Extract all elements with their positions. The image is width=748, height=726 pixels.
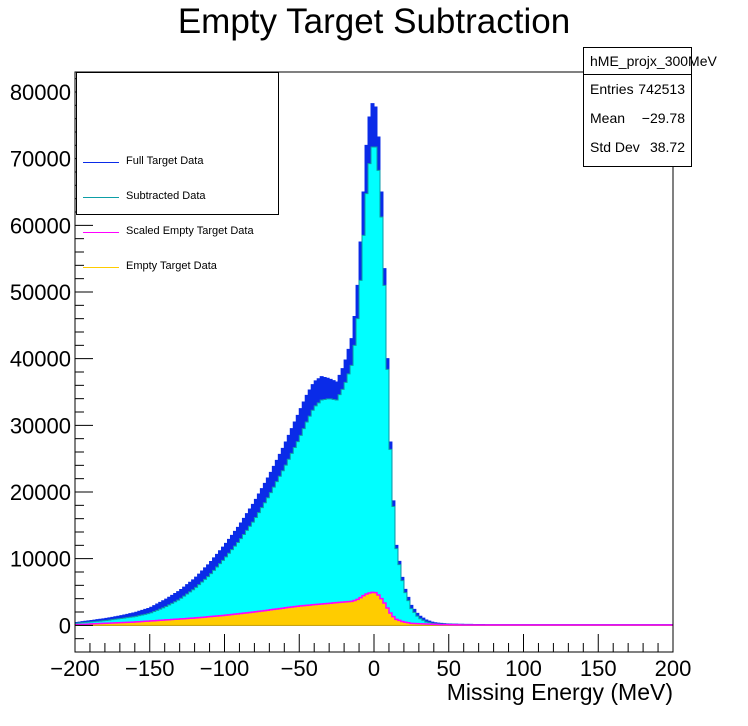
x-tick-label: −150 — [125, 656, 175, 681]
stats-histogram-name: hME_projx_300MeV — [584, 48, 717, 75]
x-tick-label: −100 — [200, 656, 250, 681]
y-tick-label: 10000 — [10, 547, 71, 572]
legend-item-full: Full Target Data — [77, 154, 277, 170]
stats-entries-value: 742513 — [638, 81, 685, 97]
stats-mean-label: Mean — [590, 110, 626, 126]
histogram-fills — [74, 103, 674, 626]
stats-stddev-value: 38.72 — [649, 139, 685, 155]
x-tick-label: 50 — [437, 656, 461, 681]
stats-stddev-label: Std Dev — [590, 139, 640, 155]
subtracted-fill — [74, 146, 674, 626]
x-tick-label: 150 — [580, 656, 617, 681]
legend-item-empty: Empty Target Data — [77, 259, 277, 275]
legend-item-scaled-empty: Scaled Empty Target Data — [77, 224, 277, 240]
y-tick-label: 40000 — [10, 347, 71, 372]
legend-swatch-empty — [83, 267, 119, 268]
scaled-empty-line — [75, 591, 673, 626]
axes: −200 −150 −100 −50 0 50 100 150 200 0 10000 20000 30… — [10, 78, 692, 681]
chart-title: Empty Target Subtraction — [177, 2, 571, 41]
y-tick-label: 50000 — [10, 280, 71, 305]
stats-box: hME_projx_300MeV Entries 742513 Mean −29… — [583, 47, 717, 167]
x-tick-label: −50 — [281, 656, 318, 681]
y-tick-label: 20000 — [10, 480, 71, 505]
x-axis-label: Missing Energy (MeV) — [447, 679, 673, 705]
x-tick-label: 200 — [655, 656, 692, 681]
stats-row-entries: Entries 742513 — [584, 75, 691, 104]
legend-swatch-full — [83, 162, 119, 163]
legend-label-scaled-empty: Scaled Empty Target Data — [126, 225, 254, 237]
stats-row-mean: Mean −29.78 — [584, 104, 691, 133]
stats-entries-label: Entries — [590, 81, 634, 97]
x-tick-label: 0 — [368, 656, 380, 681]
legend-item-subtracted: Subtracted Data — [77, 189, 277, 205]
legend-swatch-subtracted — [83, 197, 119, 198]
y-tick-label: 0 — [59, 613, 71, 638]
legend-label-full: Full Target Data — [126, 155, 204, 167]
stats-mean-value: −29.78 — [641, 110, 685, 126]
y-tick-label: 60000 — [10, 213, 71, 238]
y-tick-label: 80000 — [10, 80, 71, 105]
legend: Full Target Data Subtracted Data Scaled … — [76, 72, 279, 272]
stats-row-stddev: Std Dev 38.72 — [584, 133, 691, 162]
legend-label-subtracted: Subtracted Data — [126, 190, 206, 202]
legend-swatch-scaled-empty — [83, 232, 119, 233]
y-tick-label: 70000 — [10, 147, 71, 172]
x-tick-label: −200 — [50, 656, 100, 681]
y-tick-label: 30000 — [10, 413, 71, 438]
legend-label-empty: Empty Target Data — [126, 260, 217, 272]
x-tick-label: 100 — [505, 656, 542, 681]
